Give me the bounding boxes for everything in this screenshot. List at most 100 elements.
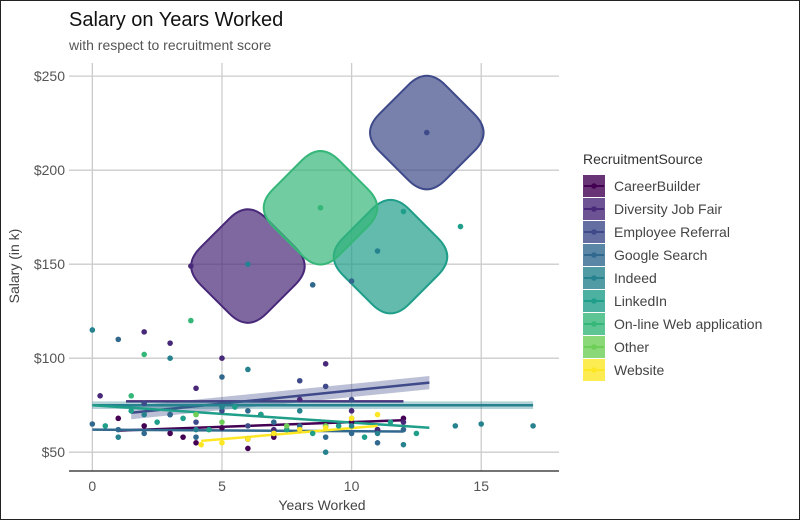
data-point bbox=[141, 351, 147, 358]
data-point bbox=[317, 204, 324, 211]
data-point bbox=[180, 434, 186, 440]
data-point bbox=[400, 426, 407, 433]
data-point bbox=[348, 423, 355, 429]
legend-title: RecruitmentSource bbox=[583, 151, 703, 167]
legend-label: Google Search bbox=[614, 247, 707, 263]
data-point bbox=[322, 449, 329, 455]
y-tick-label: $250 bbox=[34, 68, 65, 84]
data-point bbox=[348, 408, 355, 414]
data-point bbox=[245, 436, 251, 442]
data-point bbox=[193, 434, 199, 440]
data-point bbox=[400, 441, 407, 448]
data-point bbox=[400, 419, 407, 425]
data-point bbox=[180, 415, 186, 422]
legend-key-point bbox=[591, 206, 597, 212]
data-point bbox=[322, 361, 329, 367]
data-point bbox=[219, 374, 225, 380]
data-point bbox=[374, 430, 381, 437]
data-point bbox=[193, 411, 199, 418]
data-point bbox=[115, 415, 122, 422]
data-point bbox=[141, 430, 147, 437]
legend-label: CareerBuilder bbox=[614, 178, 701, 194]
data-point bbox=[232, 404, 238, 410]
legend-key-point bbox=[591, 344, 597, 350]
data-point bbox=[141, 423, 147, 429]
data-point bbox=[348, 278, 355, 284]
legend-label: Employee Referral bbox=[614, 224, 730, 240]
legend-label: Diversity Job Fair bbox=[614, 201, 722, 217]
data-point bbox=[335, 423, 342, 429]
data-point bbox=[348, 415, 355, 422]
data-point bbox=[89, 327, 96, 333]
data-point bbox=[219, 419, 225, 425]
data-point bbox=[245, 261, 251, 267]
data-point bbox=[167, 411, 173, 418]
data-point bbox=[296, 426, 303, 433]
data-point bbox=[193, 419, 199, 425]
data-point bbox=[423, 129, 430, 136]
data-point bbox=[361, 434, 368, 440]
x-tick-label: 5 bbox=[218, 478, 226, 494]
data-point bbox=[478, 421, 485, 427]
legend-key-point bbox=[591, 183, 597, 189]
data-point bbox=[115, 426, 122, 433]
y-axis-label: Salary (in k) bbox=[6, 229, 22, 304]
data-point bbox=[167, 430, 173, 437]
data-point bbox=[530, 423, 536, 429]
data-point bbox=[115, 434, 122, 440]
data-point bbox=[322, 434, 329, 440]
data-point bbox=[245, 423, 251, 429]
legend-label: Indeed bbox=[614, 270, 657, 286]
data-point bbox=[219, 404, 225, 410]
trend-line-google-search bbox=[92, 428, 404, 433]
data-point bbox=[219, 439, 225, 446]
y-tick-label: $100 bbox=[34, 350, 65, 366]
data-point bbox=[400, 208, 407, 215]
data-point bbox=[452, 423, 459, 429]
data-point bbox=[206, 426, 212, 433]
data-point bbox=[154, 419, 160, 425]
y-tick-label: $150 bbox=[34, 256, 65, 272]
chart-subtitle: with respect to recruitment score bbox=[68, 37, 272, 53]
data-point bbox=[141, 329, 147, 335]
legend-key-point bbox=[591, 367, 597, 373]
data-point bbox=[374, 439, 381, 446]
data-point bbox=[219, 424, 225, 431]
data-point bbox=[89, 421, 96, 427]
data-point bbox=[322, 383, 329, 390]
data-point bbox=[296, 408, 303, 414]
data-point bbox=[309, 430, 316, 437]
data-point bbox=[193, 426, 199, 433]
data-point bbox=[387, 419, 394, 425]
data-point bbox=[97, 392, 103, 399]
legend-label: LinkedIn bbox=[614, 293, 667, 309]
y-tick-label: $200 bbox=[34, 162, 65, 178]
data-point bbox=[188, 263, 194, 269]
data-point bbox=[102, 423, 109, 429]
data-point bbox=[374, 411, 381, 418]
data-point bbox=[167, 355, 173, 361]
data-point bbox=[283, 423, 290, 429]
data-point bbox=[296, 396, 303, 403]
data-point bbox=[296, 377, 303, 384]
legend-label: On-line Web application bbox=[614, 316, 762, 332]
trend-line-employee-referral bbox=[131, 381, 430, 414]
data-point bbox=[193, 385, 199, 392]
data-point bbox=[188, 317, 194, 324]
x-axis-label: Years Worked bbox=[278, 497, 365, 513]
data-point bbox=[219, 355, 225, 361]
data-point bbox=[141, 400, 147, 407]
data-point bbox=[322, 424, 329, 431]
legend-key-point bbox=[591, 298, 597, 304]
data-point bbox=[128, 408, 135, 414]
trend-line-website bbox=[201, 424, 378, 443]
legend-key-point bbox=[591, 321, 597, 327]
x-tick-label: 10 bbox=[344, 478, 360, 494]
data-point bbox=[198, 441, 205, 448]
data-point bbox=[258, 411, 264, 418]
legend-label: Other bbox=[614, 339, 649, 355]
data-point bbox=[115, 336, 122, 343]
chart-title: Salary on Years Worked bbox=[69, 9, 283, 31]
